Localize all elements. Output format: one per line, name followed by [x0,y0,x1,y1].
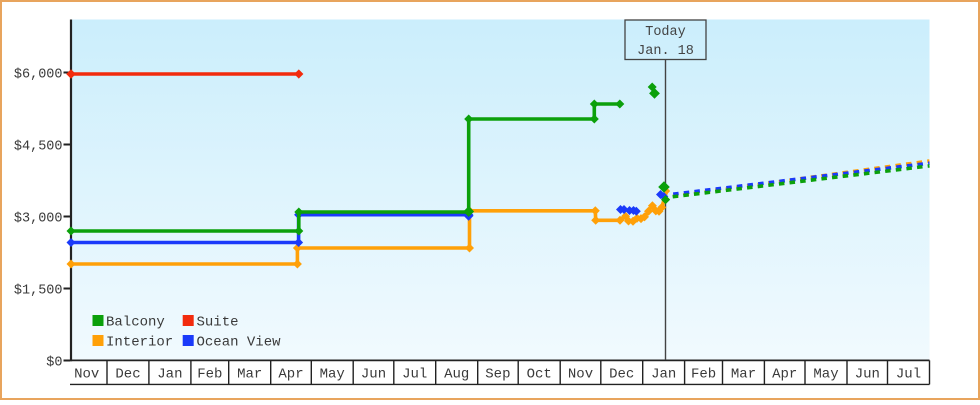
svg-text:Mar: Mar [731,367,756,383]
svg-text:Balcony: Balcony [106,315,165,331]
svg-text:Apr: Apr [772,367,797,383]
svg-text:Jun: Jun [361,367,386,383]
svg-text:Today: Today [645,25,686,40]
svg-text:Sep: Sep [485,367,510,383]
svg-text:Dec: Dec [115,367,140,383]
svg-text:Jan: Jan [651,367,676,383]
svg-text:$3,000: $3,000 [14,211,63,226]
svg-text:$1,500: $1,500 [14,283,63,298]
svg-text:$6,000: $6,000 [14,67,63,82]
svg-text:$4,500: $4,500 [14,139,63,154]
svg-text:Feb: Feb [691,367,716,383]
svg-text:Nov: Nov [568,367,593,383]
svg-text:Jun: Jun [855,367,880,383]
svg-text:Apr: Apr [278,367,303,383]
svg-text:Jan. 18: Jan. 18 [637,44,694,59]
svg-text:Suite: Suite [197,315,239,331]
svg-text:Nov: Nov [74,367,99,383]
svg-text:Feb: Feb [197,367,222,383]
svg-text:$0: $0 [46,355,62,370]
svg-text:Mar: Mar [237,367,262,383]
svg-text:Oct: Oct [527,367,552,383]
svg-text:Interior: Interior [106,335,173,351]
svg-text:Dec: Dec [609,367,634,383]
svg-text:Jul: Jul [896,367,921,383]
svg-text:May: May [320,367,345,383]
svg-text:Jul: Jul [402,367,427,383]
svg-text:Aug: Aug [444,367,469,383]
svg-text:May: May [813,367,838,383]
svg-text:Jan: Jan [157,367,182,383]
svg-text:Ocean View: Ocean View [197,335,282,351]
